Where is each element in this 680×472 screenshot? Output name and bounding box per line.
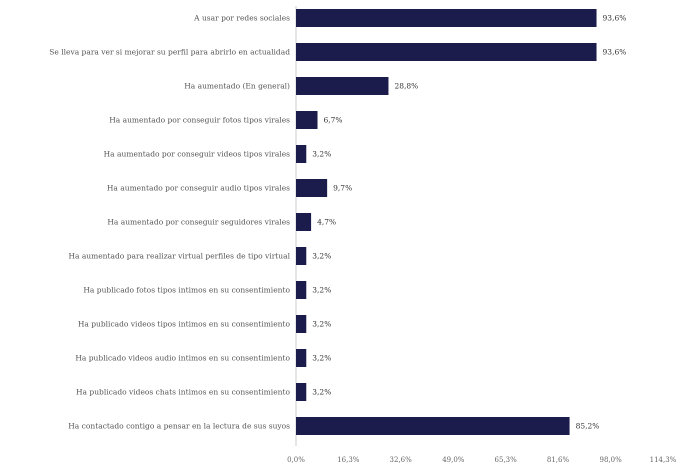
value-label: 28,8%	[394, 82, 418, 91]
x-tick-label: 0,0%	[287, 456, 305, 464]
category-label: Ha aumentado por conseguir fotos tipos v…	[109, 116, 290, 125]
value-label: 3,2%	[312, 252, 331, 261]
category-label: Ha publicado videos chats intimos en su …	[76, 388, 290, 397]
x-tick-label: 65,3%	[495, 456, 518, 464]
category-label: Ha publicado videos audio intimos en su …	[75, 354, 290, 363]
bar	[296, 179, 328, 197]
value-label: 85,2%	[576, 422, 600, 431]
value-label: 3,2%	[312, 388, 331, 397]
category-label: Se lleva para ver si mejorar su perfil p…	[49, 48, 290, 57]
x-axis-tick-labels: 0,0% 16,3% 32,6% 49,0% 65,3% 81,6% 98,0% 114,3%	[287, 456, 677, 464]
x-tick-label: 49,0%	[442, 456, 465, 464]
bar	[296, 9, 597, 27]
x-tick-label: 32,6%	[390, 456, 413, 464]
value-label: 3,2%	[312, 150, 331, 159]
bar	[296, 111, 318, 129]
bars	[296, 9, 597, 435]
x-tick-label: 98,0%	[600, 456, 623, 464]
x-tick-label: 16,3%	[337, 456, 360, 464]
bar	[296, 247, 307, 265]
category-label: Ha aumentado (En general)	[184, 82, 290, 91]
bar	[296, 145, 307, 163]
category-label: Ha aumentado por conseguir videos tipos …	[104, 150, 290, 159]
value-label: 6,7%	[324, 116, 343, 125]
category-label: Ha aumentado para realizar virtual perfi…	[68, 252, 290, 261]
category-label: Ha aumentado por conseguir audio tipos v…	[107, 184, 290, 193]
bar	[296, 417, 570, 435]
category-label: A usar por redes sociales	[193, 14, 290, 23]
value-label: 93,6%	[603, 14, 627, 23]
value-label: 3,2%	[312, 320, 331, 329]
bar	[296, 213, 312, 231]
category-label: Ha contactado contigo a pensar en la lec…	[68, 422, 290, 431]
value-labels: 93,6% 93,6% 28,8% 6,7% 3,2% 9,7% 4,7% 3,2% 3,2% 3…	[312, 14, 626, 431]
x-tick-label: 81,6%	[547, 456, 570, 464]
value-label: 93,6%	[603, 48, 627, 57]
bar	[296, 315, 307, 333]
value-label: 4,7%	[317, 218, 336, 227]
bar	[296, 281, 307, 299]
category-label: Ha publicado videos tipos intimos en su …	[78, 320, 291, 329]
value-label: 3,2%	[312, 354, 331, 363]
bar	[296, 383, 307, 401]
category-label: Ha aumentado por conseguir seguidores vi…	[107, 218, 290, 227]
bar	[296, 77, 389, 95]
value-label: 3,2%	[312, 286, 331, 295]
bar	[296, 43, 597, 61]
x-tick-label: 114,3%	[650, 456, 677, 464]
value-label: 9,7%	[333, 184, 352, 193]
category-label: Ha publicado fotos tipos intimos en su c…	[83, 286, 290, 295]
bar	[296, 349, 307, 367]
category-labels: A usar por redes sociales Se lleva para v…	[49, 14, 290, 431]
